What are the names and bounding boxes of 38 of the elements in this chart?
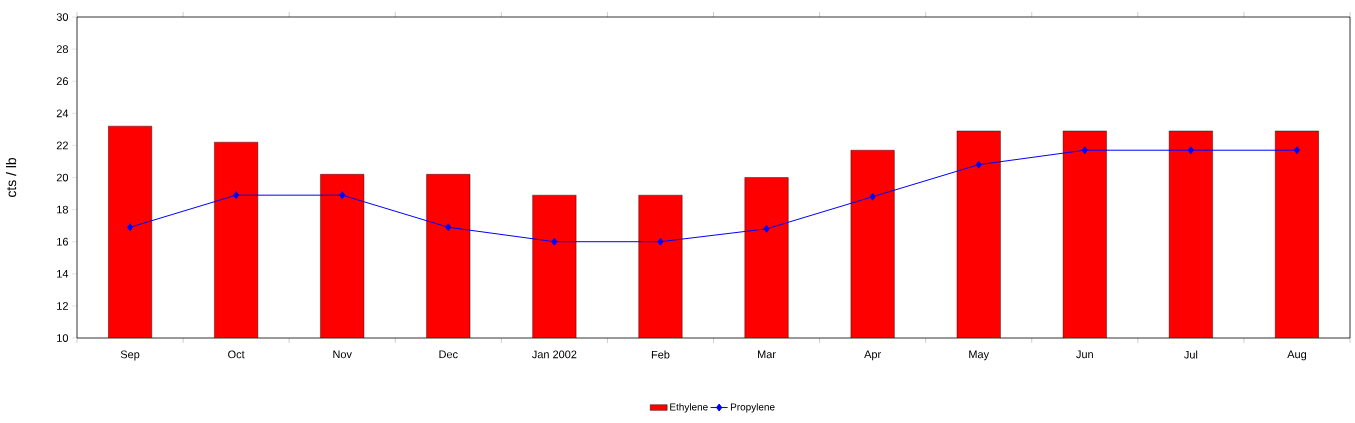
point (1187, 146, 1194, 155)
y-tick-label: 24 (56, 109, 69, 118)
y-tick-label: 26 (56, 77, 68, 86)
x-tick-label: May (969, 350, 990, 361)
x-tick-label: Aug (1287, 350, 1307, 361)
y-tick-label: 10 (57, 334, 69, 342)
point (869, 192, 876, 201)
x-tick-label: Oct (228, 350, 245, 359)
y-tick-label: 28 (56, 45, 68, 53)
y-tick-label: 20 (56, 173, 69, 182)
legend-label: Propylene (730, 403, 775, 413)
point (551, 237, 558, 246)
y-tick-label: 14 (57, 270, 69, 278)
y-tick-label: 16 (57, 237, 68, 246)
legend-label: Ethylene (670, 403, 708, 413)
y-tick-label: 30 (56, 13, 69, 21)
x-tick-label: Feb (651, 350, 670, 359)
x-tick-label: Jan 2002 (532, 350, 577, 359)
y-tick-label: 18 (57, 205, 68, 214)
x-tick-label: Dec (439, 350, 458, 359)
y-tick-label: 12 (57, 302, 68, 310)
y-axis-title: cts / lb (5, 157, 17, 198)
point (1293, 146, 1301, 155)
point (126, 223, 134, 232)
x-tick-label: Mar (758, 350, 776, 359)
y-tick-label: 22 (56, 141, 68, 150)
point (339, 191, 346, 200)
point (657, 237, 664, 246)
x-tick-label: Jun (1076, 350, 1093, 359)
point (975, 160, 982, 169)
x-tick-label: Apr (864, 350, 881, 361)
point (445, 223, 452, 232)
point (1081, 146, 1088, 155)
point (763, 224, 770, 233)
x-tick-label: Nov (333, 350, 352, 359)
x-tick-label: Jul (1184, 350, 1198, 359)
x-tick-label: Sep (120, 350, 140, 361)
point (233, 191, 240, 200)
